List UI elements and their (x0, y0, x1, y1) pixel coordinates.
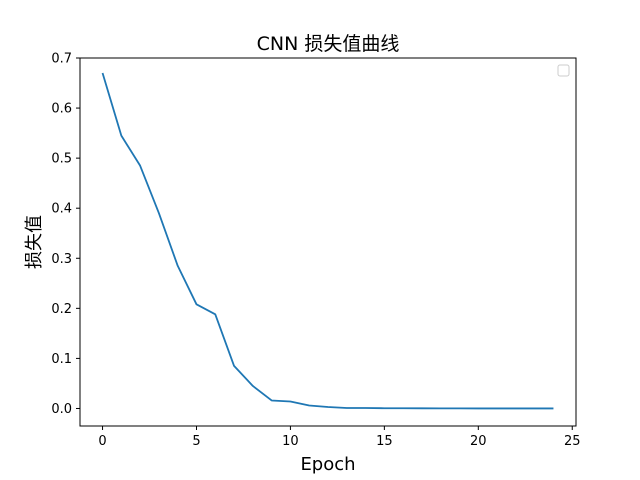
y-tick-label: 0.0 (51, 402, 72, 417)
x-tick-label: 10 (282, 434, 299, 449)
y-tick-label: 0.5 (51, 152, 72, 167)
y-tick-label: 0.7 (51, 52, 72, 67)
x-tick-label: 15 (376, 434, 393, 449)
axes-frame (79, 57, 577, 427)
chart-title: CNN 损失值曲线 (257, 33, 400, 55)
series-layer (101, 72, 554, 410)
x-tick-label: 25 (564, 434, 581, 449)
x-tick-label: 5 (192, 434, 200, 449)
x-tick-label: 0 (98, 434, 106, 449)
x-axis-ticks: 0 5 10 15 20 25 (98, 426, 581, 449)
y-axis-title: 损失值 (24, 215, 45, 269)
y-tick-label: 0.3 (51, 252, 72, 267)
x-tick-label: 20 (470, 434, 487, 449)
y-tick-label: 0.2 (51, 302, 72, 317)
y-tick-label: 0.6 (51, 102, 72, 117)
plot-area: 0 5 10 15 20 25 0.0 0.1 0.2 0.3 0.4 0.5 0.6 0.7 (51, 52, 580, 450)
y-tick-label: 0.4 (51, 202, 72, 217)
x-axis-title: Epoch (300, 454, 355, 475)
y-tick-label: 0.1 (51, 352, 72, 367)
y-axis-ticks: 0.0 0.1 0.2 0.3 0.4 0.5 0.6 0.7 (51, 52, 80, 417)
loss-series-line (101, 72, 554, 410)
legend-box (557, 64, 570, 77)
